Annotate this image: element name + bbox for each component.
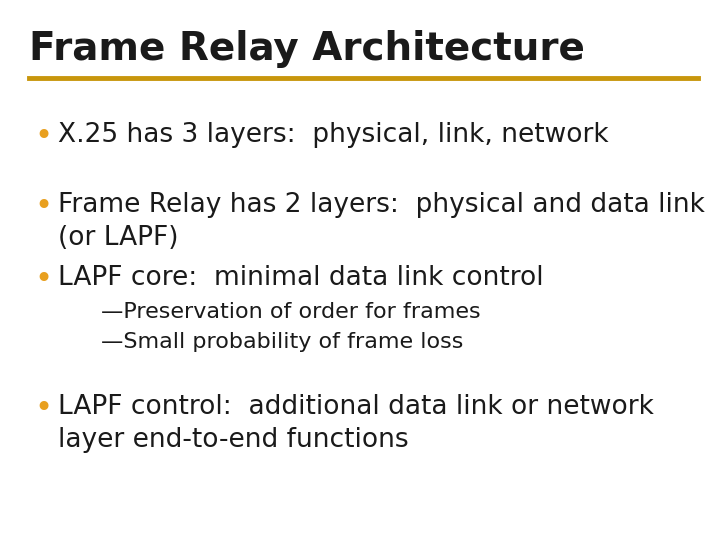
Text: •: • (35, 394, 53, 423)
Text: •: • (35, 265, 53, 294)
Text: —Small probability of frame loss: —Small probability of frame loss (101, 332, 463, 352)
Text: •: • (35, 122, 53, 151)
Text: LAPF core:  minimal data link control: LAPF core: minimal data link control (58, 265, 543, 291)
Text: Frame Relay Architecture: Frame Relay Architecture (29, 30, 585, 68)
Text: LAPF control:  additional data link or network
layer end-to-end functions: LAPF control: additional data link or ne… (58, 394, 654, 453)
Text: Frame Relay has 2 layers:  physical and data link
(or LAPF): Frame Relay has 2 layers: physical and d… (58, 192, 704, 251)
Text: —Preservation of order for frames: —Preservation of order for frames (101, 302, 480, 322)
Text: •: • (35, 192, 53, 221)
Text: X.25 has 3 layers:  physical, link, network: X.25 has 3 layers: physical, link, netwo… (58, 122, 608, 147)
